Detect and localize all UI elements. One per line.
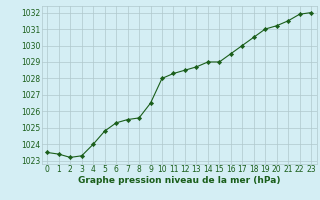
X-axis label: Graphe pression niveau de la mer (hPa): Graphe pression niveau de la mer (hPa) [78,176,280,185]
